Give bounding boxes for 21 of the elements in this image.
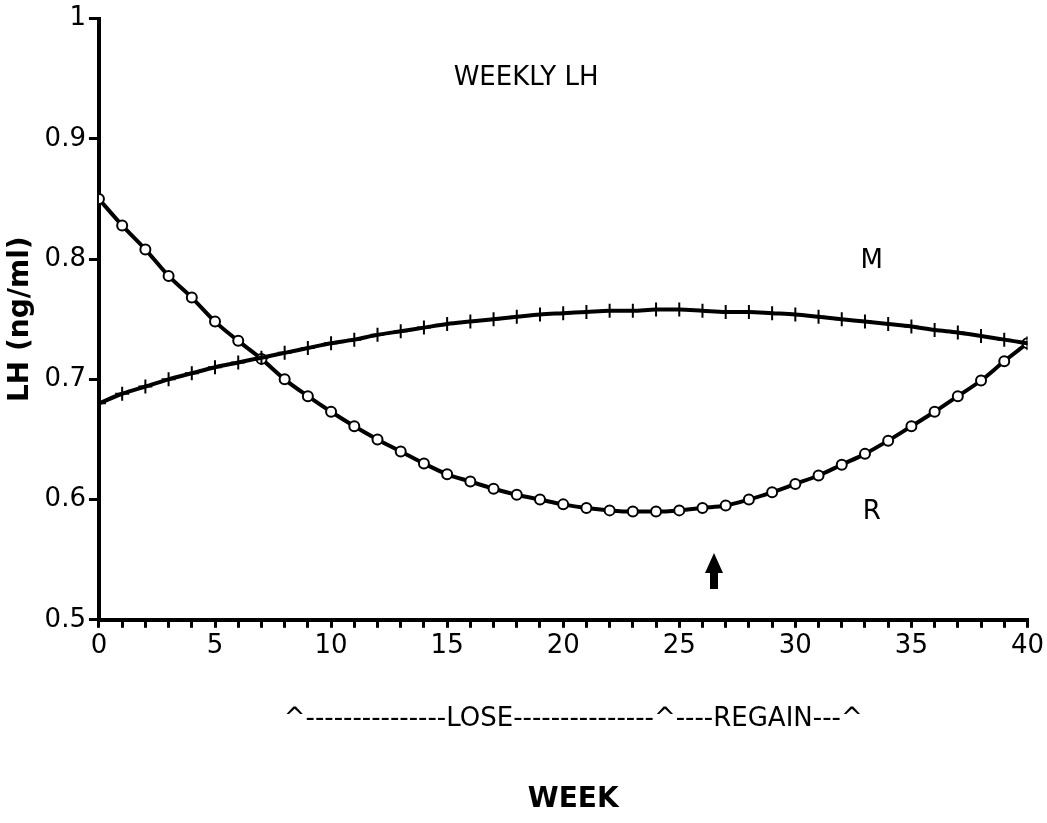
y-tick-label: 0.5 — [44, 602, 86, 633]
x-tick-label: 35 — [894, 629, 928, 660]
y-axis-title: LH (ng/ml) — [2, 236, 36, 402]
x-tick-label: 10 — [314, 629, 348, 660]
x-tick-label: 25 — [662, 629, 696, 660]
x-tick-label: 5 — [206, 629, 224, 660]
x-axis-title: WEEK — [527, 781, 620, 815]
x-tick-label: 30 — [778, 629, 812, 660]
y-tick-label: 1 — [69, 1, 86, 32]
y-tick-label: 0.6 — [44, 482, 86, 513]
series-label: M — [860, 243, 883, 274]
series-label: R — [862, 495, 881, 526]
x-tick-label: 20 — [546, 629, 580, 660]
x-tick-label: 40 — [1010, 629, 1044, 660]
x-tick-label: 15 — [430, 629, 464, 660]
x-tick-label: 0 — [90, 629, 108, 660]
y-tick-label: 0.8 — [44, 241, 86, 272]
y-tick-label: 0.7 — [44, 362, 86, 393]
text: ^---------------LOSE---------------^----REGAIN---^ — [283, 701, 863, 732]
y-tick-label: 0.9 — [44, 121, 86, 152]
text: WEEKLY LH — [453, 60, 599, 91]
